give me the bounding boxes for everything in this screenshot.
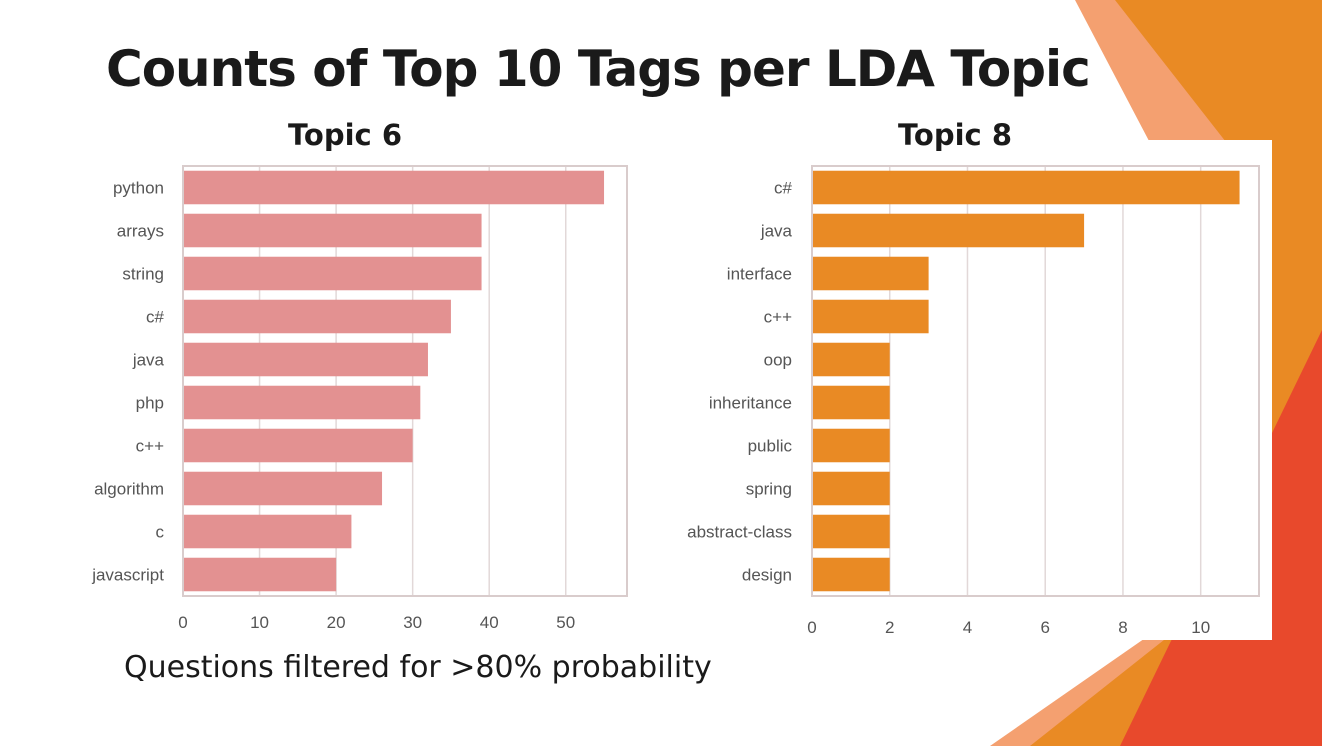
plot-frame	[182, 165, 628, 597]
bar	[184, 514, 352, 549]
bar	[813, 428, 890, 463]
category-label: spring	[746, 480, 792, 499]
bar	[813, 342, 890, 377]
bar	[184, 299, 451, 334]
x-tick-label: 20	[327, 613, 346, 632]
slide-title: Counts of Top 10 Tags per LDA Topic	[106, 40, 1091, 98]
bar	[184, 213, 482, 248]
category-label: php	[136, 394, 164, 413]
x-tick-label: 2	[885, 618, 894, 637]
category-label: inheritance	[709, 394, 792, 413]
x-tick-label: 8	[1118, 618, 1127, 637]
category-label: c#	[774, 179, 793, 198]
bar	[813, 170, 1240, 205]
plot-frame	[811, 165, 1260, 597]
bar	[813, 213, 1085, 248]
bar	[813, 514, 890, 549]
x-tick-label: 0	[178, 613, 187, 632]
category-label: python	[113, 179, 164, 198]
bar	[184, 170, 605, 205]
x-tick-label: 4	[963, 618, 972, 637]
category-label: oop	[764, 351, 792, 370]
bar	[184, 471, 383, 506]
category-label: c	[156, 523, 165, 542]
x-tick-label: 6	[1040, 618, 1049, 637]
bar	[184, 385, 421, 420]
x-tick-label: 50	[556, 613, 575, 632]
category-label: algorithm	[94, 480, 164, 499]
x-tick-label: 40	[480, 613, 499, 632]
chart-title-topic-8: Topic 8	[898, 118, 1013, 152]
x-tick-label: 30	[403, 613, 422, 632]
category-label: java	[760, 222, 793, 241]
bar	[813, 557, 890, 592]
category-label: abstract-class	[687, 523, 792, 542]
bar	[813, 299, 929, 334]
category-label: design	[742, 566, 792, 585]
category-label: c++	[764, 308, 792, 327]
bar	[184, 256, 482, 291]
x-tick-label: 10	[250, 613, 269, 632]
category-label: arrays	[117, 222, 164, 241]
bar	[813, 256, 929, 291]
bar	[813, 385, 890, 420]
bar	[184, 428, 413, 463]
category-label: javascript	[91, 566, 164, 585]
x-tick-label: 0	[807, 618, 816, 637]
slide-caption: Questions filtered for >80% probability	[124, 650, 712, 685]
bar	[184, 342, 428, 377]
chart-title-topic-6: Topic 6	[288, 118, 403, 152]
category-label: public	[748, 437, 793, 456]
category-label: c++	[136, 437, 164, 456]
category-label: c#	[146, 308, 165, 327]
category-label: interface	[727, 265, 792, 284]
bar	[184, 557, 337, 592]
category-label: string	[122, 265, 164, 284]
bar	[813, 471, 890, 506]
category-label: java	[132, 351, 165, 370]
x-tick-label: 10	[1191, 618, 1210, 637]
